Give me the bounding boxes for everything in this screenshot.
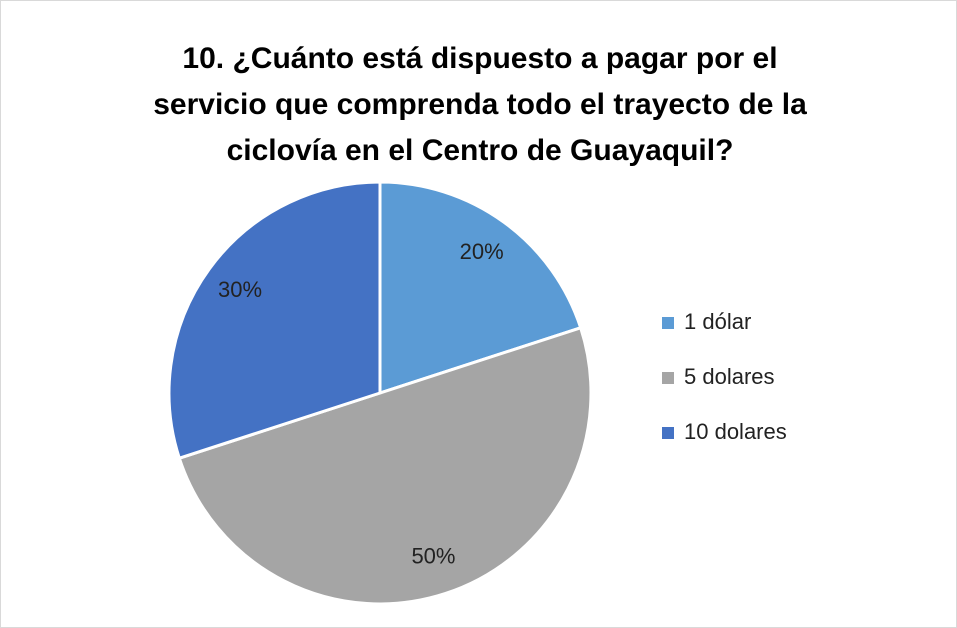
legend-swatch	[662, 427, 674, 439]
pie-slice	[167, 180, 382, 461]
legend-label: 1 dólar	[684, 309, 751, 334]
chart-title: 10. ¿Cuánto está dispuesto a pagar por e…	[153, 42, 807, 167]
pie-slice	[378, 180, 583, 396]
data-label: 50%	[411, 543, 455, 568]
legend-label: 10 dolares	[684, 419, 787, 444]
pie-slice	[177, 325, 593, 606]
legend-swatch	[662, 372, 674, 384]
legend-label: 5 dolares	[684, 364, 775, 389]
legend-swatch	[662, 317, 674, 329]
data-label: 20%	[460, 239, 504, 264]
data-label: 30%	[218, 277, 262, 302]
